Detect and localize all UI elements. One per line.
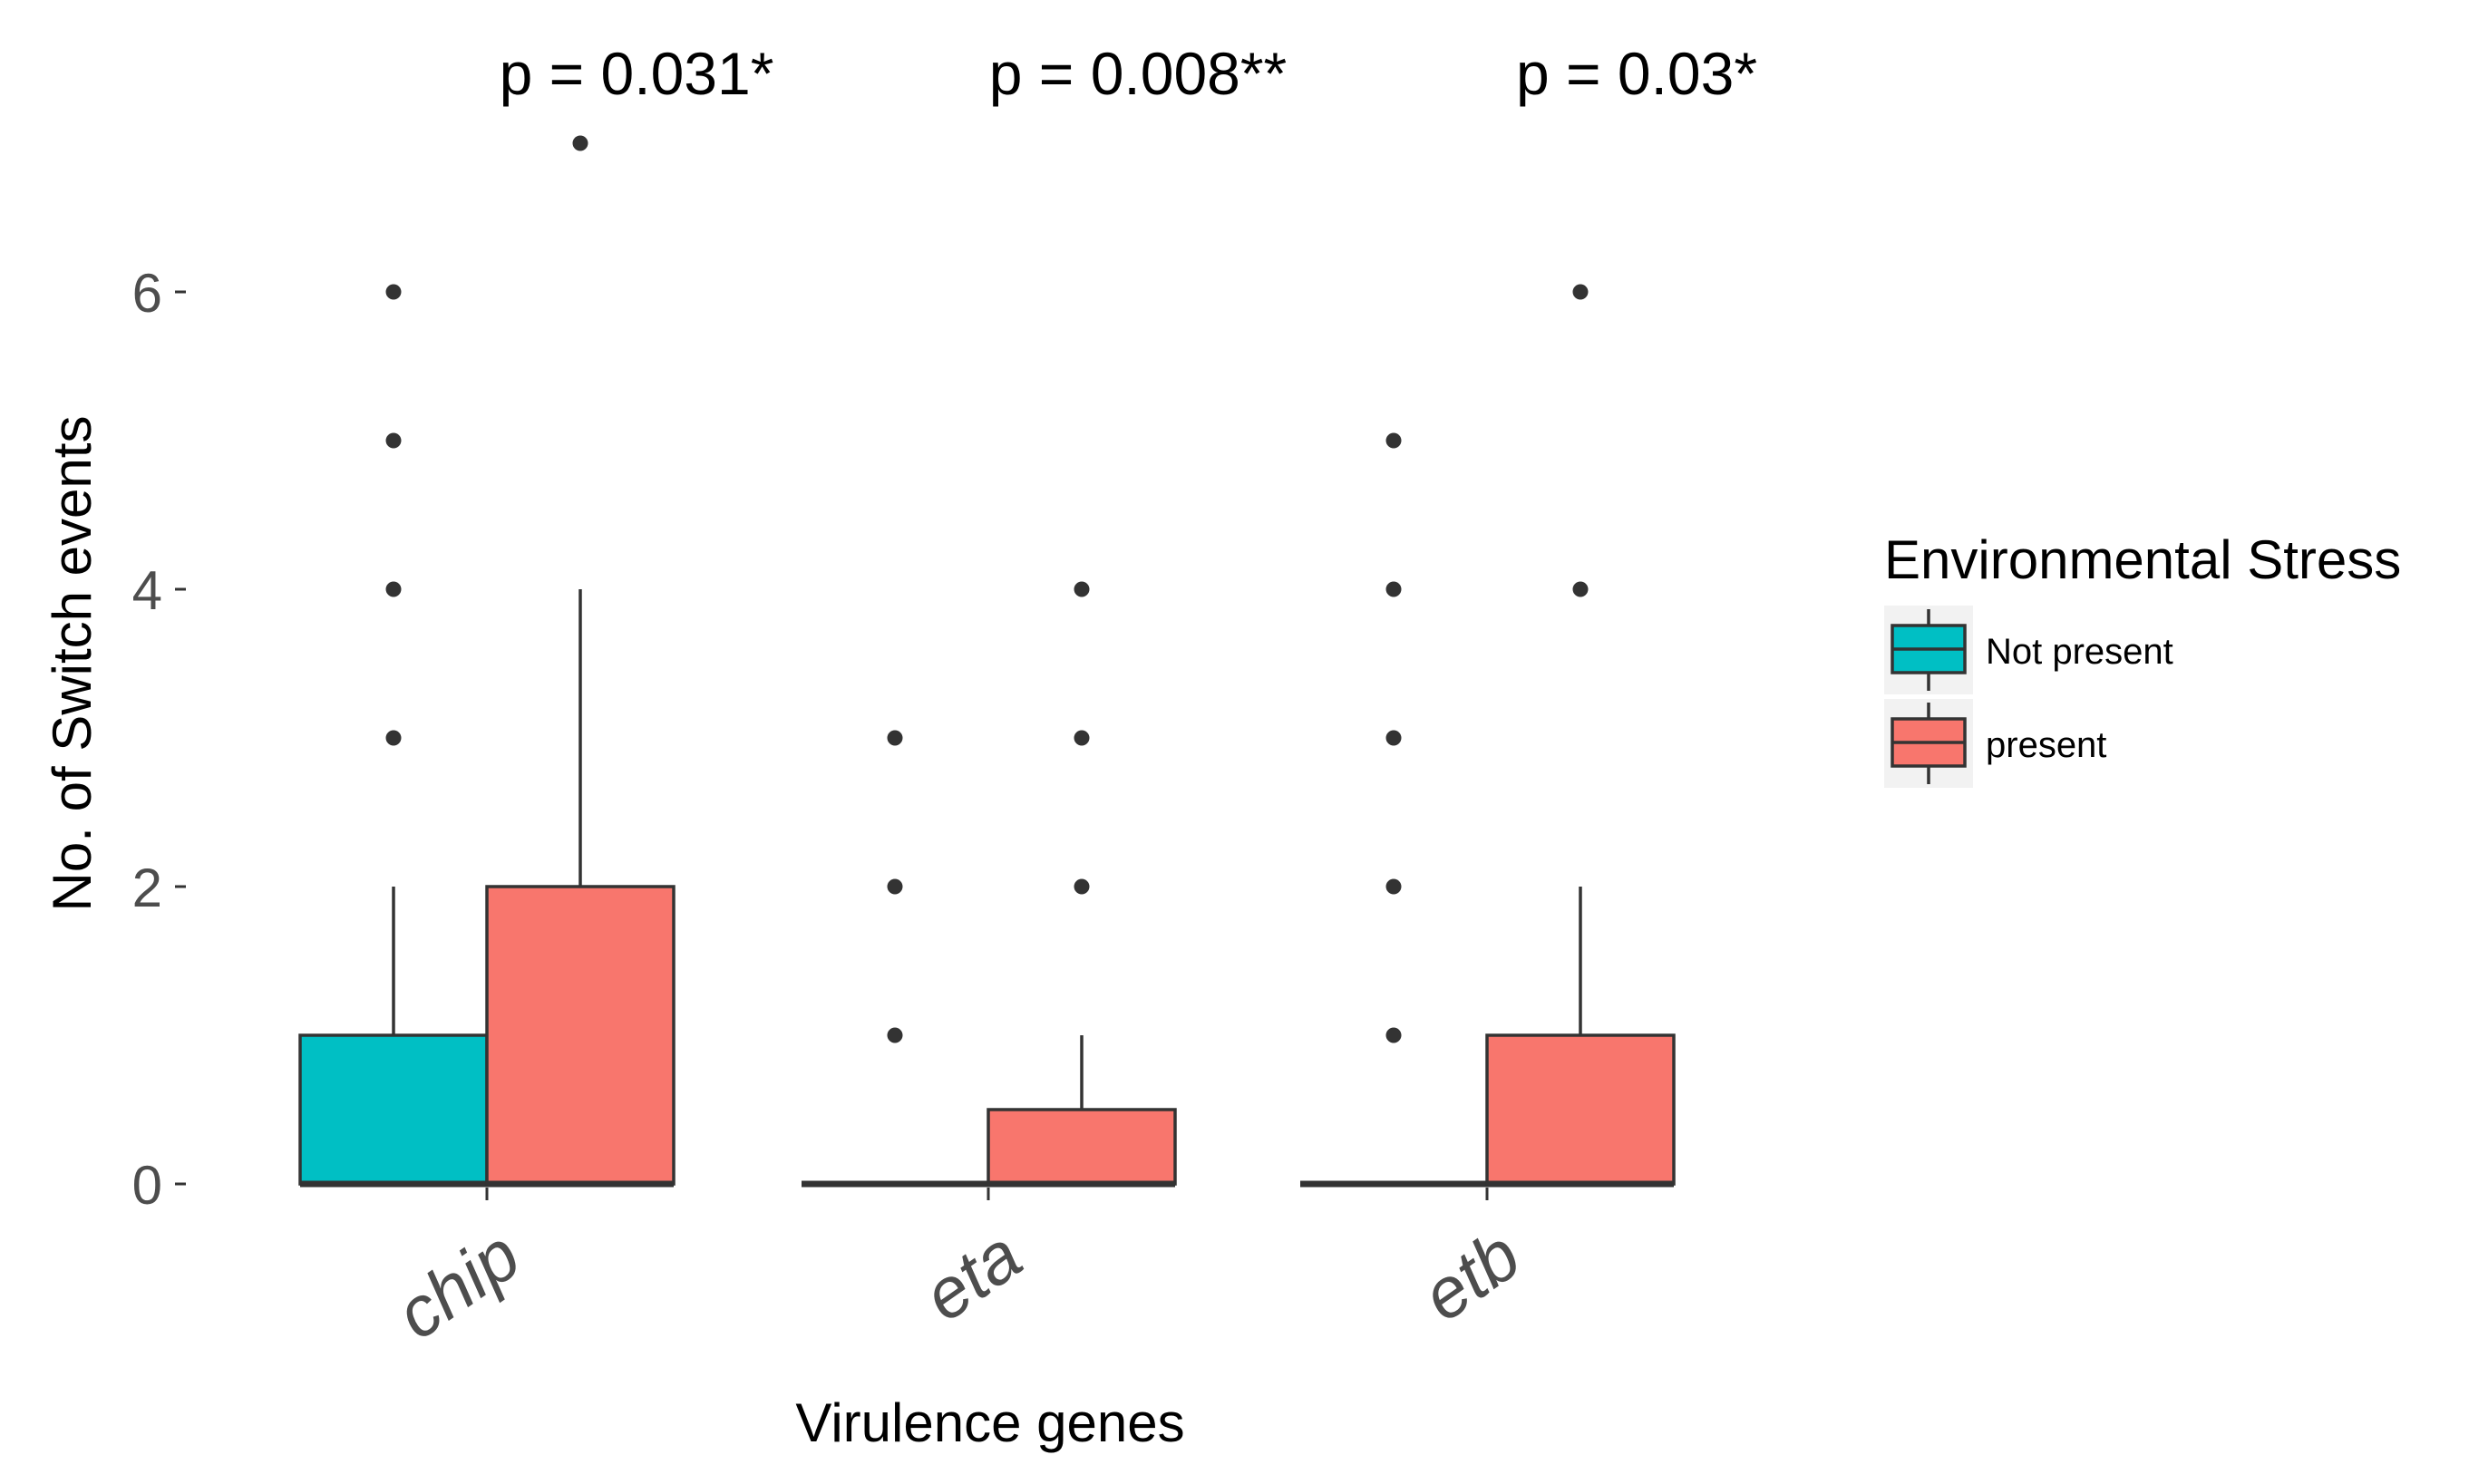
- outlier-point: [1385, 878, 1402, 895]
- box-present-etb: [1485, 1033, 1676, 1186]
- y-axis: 0 2 4 6: [132, 263, 186, 1216]
- outlier-point: [1385, 581, 1402, 597]
- legend-title: Environmental Stress: [1884, 529, 2401, 590]
- p-value-annotation: p = 0.008**: [989, 40, 1287, 107]
- y-axis-title: No. of Switch events: [42, 416, 102, 912]
- outlier-point: [385, 581, 402, 597]
- outlier-point: [1074, 878, 1090, 895]
- outlier-point: [1385, 1027, 1402, 1043]
- box-present-chip: [485, 885, 676, 1186]
- p-value-annotation: p = 0.03*: [1516, 40, 1757, 107]
- y-tick-label: 0: [132, 1155, 162, 1216]
- outlier-point: [887, 730, 903, 746]
- outlier-point: [1572, 581, 1589, 597]
- p-value-annotations: p = 0.031* p = 0.008** p = 0.03*: [500, 40, 1757, 107]
- outlier-point: [1385, 730, 1402, 746]
- legend-label-present: present: [1986, 725, 2106, 765]
- y-tick-label: 2: [132, 858, 162, 918]
- outlier-point: [1385, 432, 1402, 449]
- outlier-point: [572, 135, 588, 151]
- outlier-point: [1074, 730, 1090, 746]
- outlier-points: [385, 135, 1589, 1043]
- outlier-point: [887, 878, 903, 895]
- box-present-eta: [987, 1108, 1177, 1186]
- legend: Environmental Stress Not present present: [1884, 529, 2401, 788]
- x-tick-label-eta: eta: [909, 1215, 1035, 1336]
- x-tick-label-etb: etb: [1407, 1215, 1533, 1336]
- legend-label-not-present: Not present: [1986, 632, 2173, 672]
- boxes: [298, 589, 1676, 1188]
- x-axis: chip eta etb: [382, 1188, 1534, 1354]
- y-tick-label: 4: [132, 560, 162, 621]
- outlier-point: [887, 1027, 903, 1043]
- outlier-point: [385, 432, 402, 449]
- outlier-point: [1074, 581, 1090, 597]
- box-not-present-chip: [298, 1033, 489, 1186]
- y-tick-label: 6: [132, 263, 162, 324]
- x-tick-label-chip: chip: [382, 1215, 534, 1354]
- outlier-point: [385, 284, 402, 300]
- x-axis-title: Virulence genes: [795, 1392, 1184, 1453]
- p-value-annotation: p = 0.031*: [500, 40, 774, 107]
- outlier-point: [1572, 284, 1589, 300]
- outlier-point: [385, 730, 402, 746]
